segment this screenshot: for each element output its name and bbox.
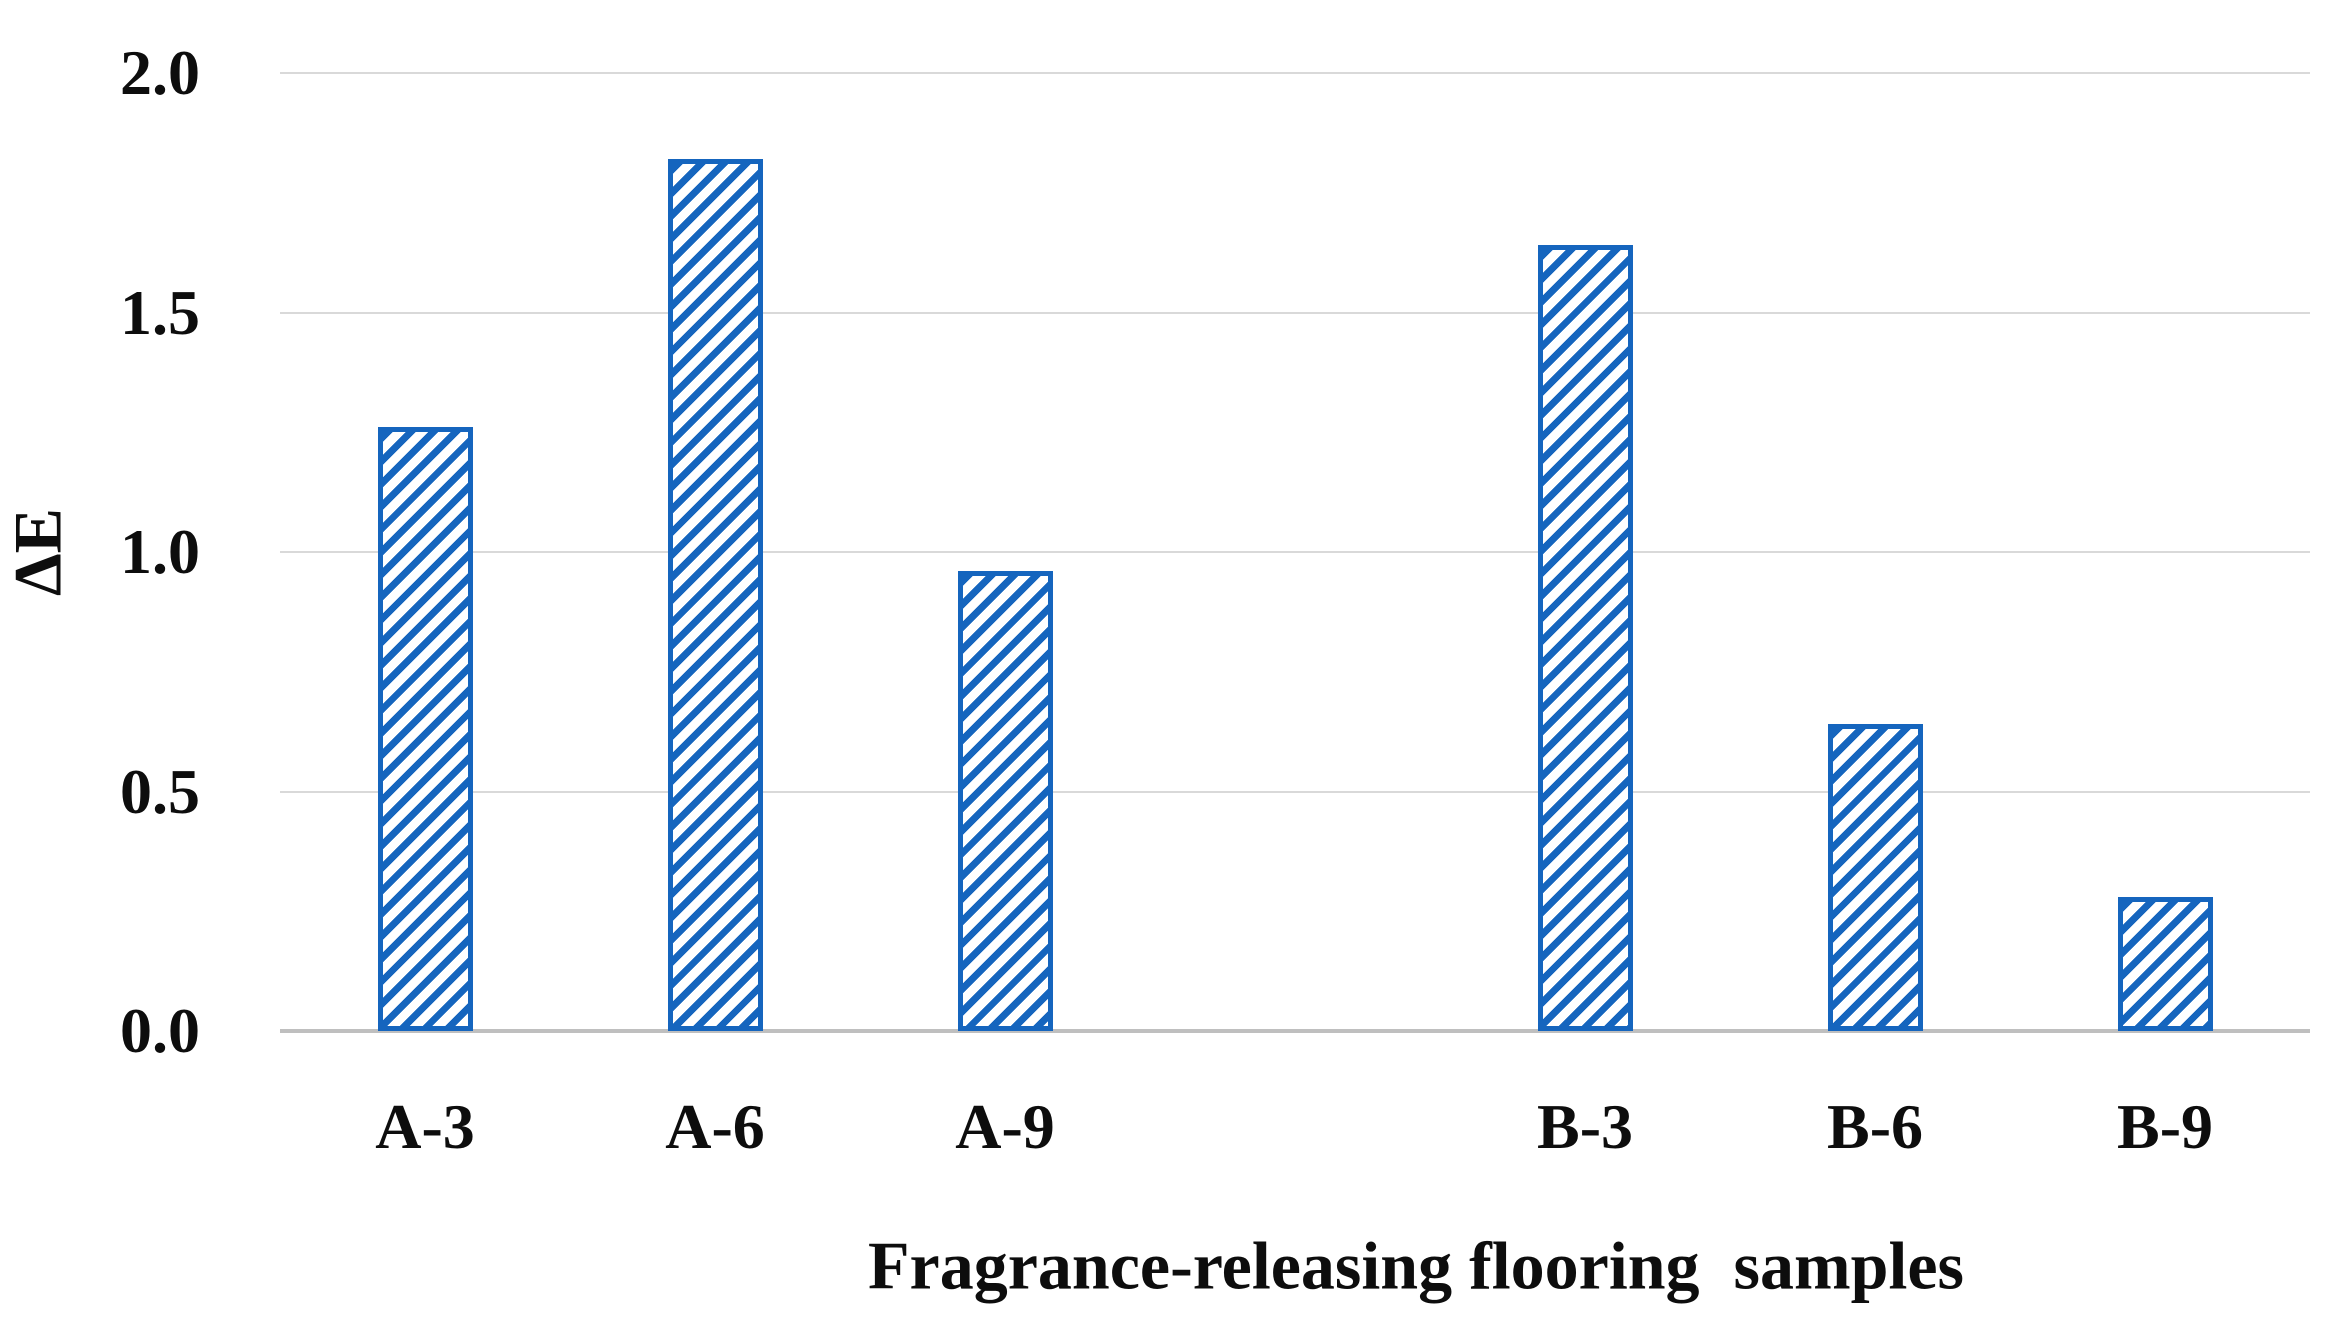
bar-b-6 — [1827, 724, 1923, 1031]
y-tick-label-1.5: 1.5 — [120, 276, 200, 348]
y-tick-label-1.0: 1.0 — [120, 516, 200, 587]
gridline-1.0 — [280, 551, 2310, 553]
x-tick-label-a-6: A-6 — [665, 1091, 765, 1162]
y-tick-label-0.0: 0.0 — [120, 995, 200, 1066]
x-tick-label-a-9: A-9 — [955, 1091, 1055, 1162]
gridline-2.0 — [280, 72, 2310, 74]
x-tick-label-b-3: B-3 — [1537, 1091, 1633, 1162]
y-tick-label-0.5: 0.5 — [120, 755, 200, 827]
x-tick-label-b-9: B-9 — [2117, 1091, 2213, 1162]
bar-a-3 — [377, 427, 473, 1031]
x-axis-title: Fragrance-releasing flooring samples — [867, 1227, 1965, 1304]
x-tick-label-b-6: B-6 — [1827, 1091, 1923, 1162]
x-tick-label-a-3: A-3 — [375, 1091, 475, 1162]
y-axis-title: ΔE — [0, 508, 76, 596]
x-axis-line — [280, 1029, 2310, 1033]
y-tick-label-2.0: 2.0 — [120, 37, 200, 108]
bar-a-6 — [667, 159, 763, 1031]
bar-a-9 — [957, 571, 1053, 1031]
bar-b-3 — [1537, 245, 1633, 1031]
gridline-1.5 — [280, 311, 2310, 314]
bar-b-9 — [2117, 896, 2213, 1031]
gridline-0.5 — [280, 790, 2310, 793]
